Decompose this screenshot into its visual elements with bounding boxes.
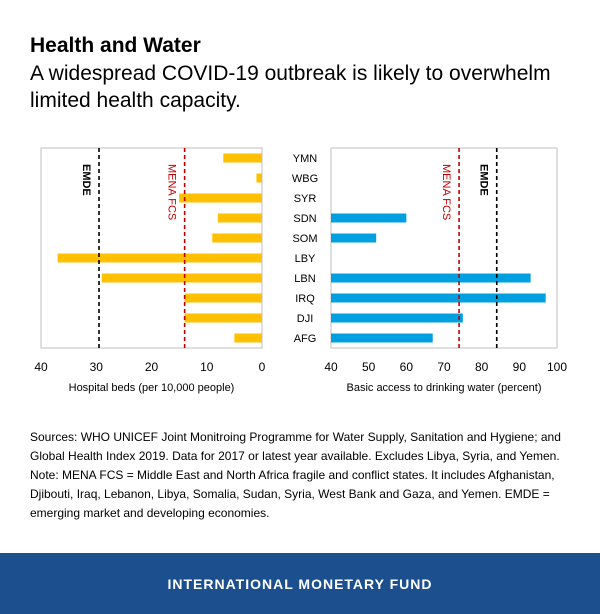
category-label-som: SOM bbox=[292, 233, 317, 245]
bar-lby bbox=[57, 253, 263, 263]
footer-bar: INTERNATIONAL MONETARY FUND bbox=[0, 553, 600, 614]
category-label-afg: AFG bbox=[294, 333, 317, 345]
x-tick-label: 70 bbox=[437, 360, 451, 374]
category-label-ymn: YMN bbox=[293, 153, 318, 165]
bar-syr bbox=[179, 193, 262, 203]
bar-sdn bbox=[217, 213, 262, 223]
bar-som bbox=[212, 233, 262, 243]
bar-wbg bbox=[256, 173, 262, 183]
plot-frame-1 bbox=[40, 147, 263, 349]
x-tick-label: 80 bbox=[475, 360, 489, 374]
plot-frame-2 bbox=[330, 147, 558, 349]
chart-subtitle: A widespread COVID-19 outbreak is likely… bbox=[30, 62, 551, 112]
reference-label-mena-fcs: MENA FCS bbox=[440, 164, 452, 220]
bar-afg bbox=[234, 333, 262, 343]
source-notes: Sources: WHO UNICEF Joint Monitroing Pro… bbox=[30, 430, 561, 520]
x-tick-label: 0 bbox=[259, 360, 266, 374]
category-label-irq: IRQ bbox=[295, 293, 315, 305]
x-tick-label: 40 bbox=[34, 360, 48, 374]
category-label-sdn: SDN bbox=[293, 213, 316, 225]
org-name: INTERNATIONAL MONETARY FUND bbox=[167, 575, 433, 592]
bar-lbn bbox=[101, 273, 263, 283]
reference-label-emde: EMDE bbox=[80, 164, 92, 196]
bar-lbn bbox=[331, 273, 531, 283]
bar-som bbox=[331, 233, 377, 243]
category-label-dji: DJI bbox=[297, 313, 314, 325]
reference-label-emde: EMDE bbox=[478, 164, 490, 196]
bar-dji bbox=[331, 313, 463, 323]
x-tick-label: 90 bbox=[513, 360, 527, 374]
x-axis-label-2: Basic access to drinking water (percent) bbox=[346, 382, 541, 394]
x-tick-label: 40 bbox=[324, 360, 338, 374]
category-label-lby: LBY bbox=[295, 253, 316, 265]
chart-title: Health and Water bbox=[30, 34, 201, 57]
bar-irq bbox=[331, 293, 546, 303]
bar-ymn bbox=[223, 153, 262, 163]
reference-label-mena-fcs: MENA FCS bbox=[166, 164, 178, 220]
x-tick-label: 10 bbox=[200, 360, 214, 374]
bar-irq bbox=[184, 293, 262, 303]
category-label-wbg: WBG bbox=[292, 173, 318, 185]
bar-dji bbox=[184, 313, 262, 323]
x-tick-label: 20 bbox=[145, 360, 159, 374]
category-label-lbn: LBN bbox=[294, 273, 315, 285]
category-label-syr: SYR bbox=[294, 193, 317, 205]
bar-sdn bbox=[331, 213, 407, 223]
x-tick-label: 50 bbox=[362, 360, 376, 374]
x-tick-label: 60 bbox=[400, 360, 414, 374]
x-tick-label: 30 bbox=[90, 360, 104, 374]
x-axis-label-1: Hospital beds (per 10,000 people) bbox=[69, 382, 235, 394]
bar-afg bbox=[331, 333, 433, 343]
x-tick-label: 100 bbox=[547, 360, 567, 374]
